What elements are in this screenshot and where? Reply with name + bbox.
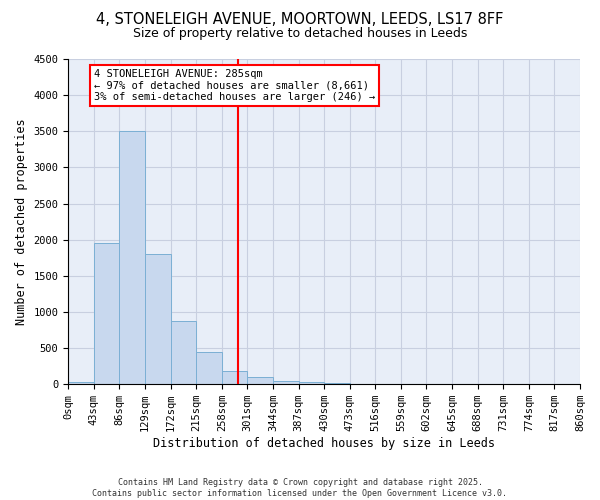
Bar [247, 377, 273, 384]
Bar [68, 382, 94, 384]
Text: 4, STONELEIGH AVENUE, MOORTOWN, LEEDS, LS17 8FF: 4, STONELEIGH AVENUE, MOORTOWN, LEEDS, L… [97, 12, 503, 28]
Bar [299, 382, 324, 384]
Bar [94, 244, 119, 384]
Text: Size of property relative to detached houses in Leeds: Size of property relative to detached ho… [133, 28, 467, 40]
Bar [222, 371, 247, 384]
Bar [145, 254, 170, 384]
Bar [170, 322, 196, 384]
Text: Contains HM Land Registry data © Crown copyright and database right 2025.
Contai: Contains HM Land Registry data © Crown c… [92, 478, 508, 498]
Y-axis label: Number of detached properties: Number of detached properties [15, 118, 28, 325]
Bar [273, 380, 299, 384]
Bar [119, 132, 145, 384]
X-axis label: Distribution of detached houses by size in Leeds: Distribution of detached houses by size … [153, 437, 495, 450]
Text: 4 STONELEIGH AVENUE: 285sqm
← 97% of detached houses are smaller (8,661)
3% of s: 4 STONELEIGH AVENUE: 285sqm ← 97% of det… [94, 69, 375, 102]
Bar [196, 352, 222, 384]
